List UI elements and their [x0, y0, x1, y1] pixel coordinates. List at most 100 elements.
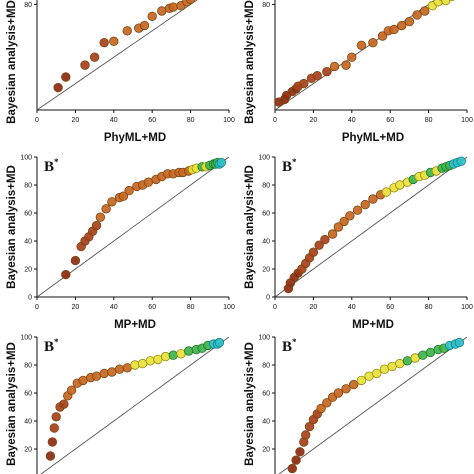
y-tick-label: 80	[24, 183, 32, 190]
data-point	[53, 82, 63, 93]
y-tick-label: 40	[262, 239, 270, 246]
data-point	[368, 37, 378, 48]
y-tick-label: 100	[20, 335, 32, 342]
data-point	[99, 37, 109, 48]
x-tick-label: 40	[348, 117, 356, 124]
data-point	[109, 36, 119, 47]
y-tick-label: 0	[28, 295, 32, 302]
y-tick-label: 40	[262, 419, 270, 426]
panel-1: 0 20 40 60 80 100 80 PhyML+MD Bayesian analysis+…	[6, 0, 235, 144]
data-point	[456, 156, 466, 166]
data-point	[339, 216, 349, 227]
x-tick-label: 60	[386, 117, 394, 124]
y-axis-title: Bayesian analysis+MD	[244, 165, 256, 289]
data-point	[347, 52, 357, 62]
y-axis-title: Bayesian analysis+MD	[244, 0, 256, 124]
y-tick-label: 20	[24, 267, 32, 274]
y-tick-label: 100	[258, 335, 270, 342]
data-point	[299, 78, 309, 89]
data-point	[368, 194, 378, 204]
data-point	[341, 60, 351, 70]
y-axis-title: Bayesian analysis+MD	[6, 165, 18, 289]
panel-2: 0 20 40 60 80 100 80 PhyML+MD Bayesian analysis+…	[244, 0, 473, 144]
data-point	[214, 337, 225, 348]
data-point	[99, 368, 109, 379]
data-point	[139, 20, 150, 31]
data-point	[107, 197, 117, 207]
x-tick-label: 80	[425, 304, 433, 311]
y-tick-label: 40	[24, 239, 32, 246]
data-point	[356, 40, 367, 51]
data-point	[145, 356, 155, 366]
data-point	[168, 2, 179, 12]
data-point	[118, 191, 129, 201]
y-tick-label: 0	[266, 295, 270, 302]
panel-label: B*	[44, 157, 59, 175]
data-point	[322, 398, 332, 408]
data-point	[70, 255, 81, 266]
x-tick-label: 20	[310, 117, 318, 124]
diagonal-reference-line	[40, 336, 230, 474]
y-tick-label: 20	[24, 447, 32, 454]
data-point	[47, 437, 58, 447]
data-point	[441, 0, 451, 6]
y-tick-label: 80	[262, 183, 270, 190]
data-point	[389, 24, 399, 35]
x-tick-label: 20	[310, 304, 318, 311]
data-point	[412, 10, 422, 20]
x-tick-label: 0	[273, 117, 277, 124]
data-point	[91, 220, 102, 231]
data-point	[59, 399, 69, 409]
y-tick-label: 80	[24, 363, 32, 370]
data-point	[168, 350, 179, 360]
data-point	[372, 368, 382, 379]
y-axis-title: Bayesian analysis+MD	[244, 342, 256, 466]
diagonal-reference-line	[36, 0, 198, 111]
data-point	[322, 67, 332, 77]
data-point	[352, 205, 363, 215]
data-point	[114, 364, 125, 374]
x-tick-label: 80	[187, 304, 195, 311]
data-point	[89, 52, 100, 62]
data-point	[356, 375, 367, 386]
data-point	[420, 6, 430, 16]
x-axis-title: MP+MD	[352, 319, 394, 331]
x-tick-label: 100	[223, 304, 235, 311]
diagonal-reference-line	[278, 336, 468, 474]
x-tick-label: 0	[273, 304, 277, 311]
x-tick-label: 100	[461, 304, 473, 311]
x-tick-label: 60	[386, 304, 394, 311]
data-point	[329, 61, 340, 72]
data-point	[320, 234, 330, 245]
panel-3: 0 20 40 60 80 100 0 20 40 60 80 100 MP+MD Bayesian an…	[6, 155, 235, 332]
data-point	[349, 379, 359, 390]
x-tick-label: 80	[187, 117, 195, 124]
x-axis-title: PhyML+MD	[342, 132, 404, 144]
data-point	[183, 346, 194, 356]
y-axis-title: Bayesian analysis+MD	[6, 0, 18, 124]
data-point	[147, 11, 157, 21]
panel-6: 020406080100Bayesian analysis+MDB*	[244, 335, 468, 474]
y-tick-label: 20	[262, 447, 270, 454]
y-tick-label: 60	[24, 211, 32, 218]
y-tick-label: 60	[262, 211, 270, 218]
y-tick-label: 80	[262, 2, 270, 9]
data-point	[312, 70, 322, 81]
data-point	[333, 388, 344, 398]
data-point	[345, 211, 355, 221]
data-point	[448, 0, 455, 2]
x-tick-label: 100	[223, 117, 235, 124]
data-point	[291, 455, 301, 465]
data-point	[308, 247, 319, 257]
data-point	[49, 423, 59, 433]
panel-label: B*	[282, 337, 297, 355]
data-point	[381, 187, 392, 197]
diagonal-reference-line	[274, 156, 468, 298]
x-tick-label: 80	[425, 117, 433, 124]
data-point	[101, 204, 111, 214]
panel-label: B*	[282, 157, 297, 175]
data-point	[51, 412, 61, 422]
x-tick-label: 20	[72, 117, 80, 124]
panel-label: B*	[44, 337, 59, 355]
x-axis-title: PhyML+MD	[104, 132, 166, 144]
